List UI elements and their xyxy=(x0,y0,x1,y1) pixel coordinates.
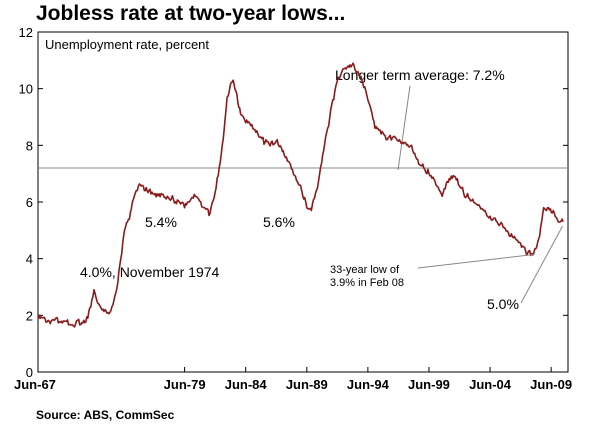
x-tick-label: Jun-67 xyxy=(14,377,56,392)
latest-leader-line xyxy=(520,225,563,304)
y-axis-label: Unemployment rate, percent xyxy=(45,37,209,52)
unemployment-series-line xyxy=(37,62,564,328)
x-tick-label: Jun-89 xyxy=(286,377,328,392)
annotation-low-1989: 5.6% xyxy=(263,214,295,230)
low-2008-leader-line xyxy=(417,253,535,269)
annotation-latest: 5.0% xyxy=(487,296,519,312)
y-axis-ticks: 0 2 4 6 8 10 12 xyxy=(19,25,568,380)
average-leader-line xyxy=(397,85,411,171)
x-tick-label: Jun-99 xyxy=(408,377,450,392)
annotations: 4.0%, November 1974 5.4% 5.6% 33-year low o… xyxy=(80,214,563,312)
x-tick-label: Jun-04 xyxy=(469,377,512,392)
annotation-low-1981: 5.4% xyxy=(145,214,177,230)
y-tick-label: 4 xyxy=(26,252,33,267)
long-term-average-label: Longer term average: 7.2% xyxy=(335,67,505,83)
x-tick-label: Jun-94 xyxy=(347,377,390,392)
y-tick-label: 10 xyxy=(19,82,33,97)
x-tick-label: Jun-84 xyxy=(225,377,268,392)
source-note: Source: ABS, CommSec xyxy=(36,408,175,422)
x-tick-label: Jun-09 xyxy=(530,377,572,392)
y-tick-label: 12 xyxy=(19,25,33,40)
x-axis-ticks: Jun-67 Jun-79 Jun-84 Jun-89 Jun-94 Jun-99 Jun-… xyxy=(14,367,572,392)
annotation-nov-1974: 4.0%, November 1974 xyxy=(80,264,220,280)
annotation-low-2008: 33-year low of 3.9% in Feb 08 xyxy=(330,264,404,289)
y-tick-label: 2 xyxy=(26,308,33,323)
y-tick-label: 8 xyxy=(26,138,33,153)
y-tick-label: 0 xyxy=(26,365,33,380)
chart-title: Jobless rate at two-year lows... xyxy=(36,2,346,25)
plot-frame xyxy=(37,31,569,373)
y-tick-label: 6 xyxy=(26,195,33,210)
x-tick-label: Jun-79 xyxy=(164,377,206,392)
